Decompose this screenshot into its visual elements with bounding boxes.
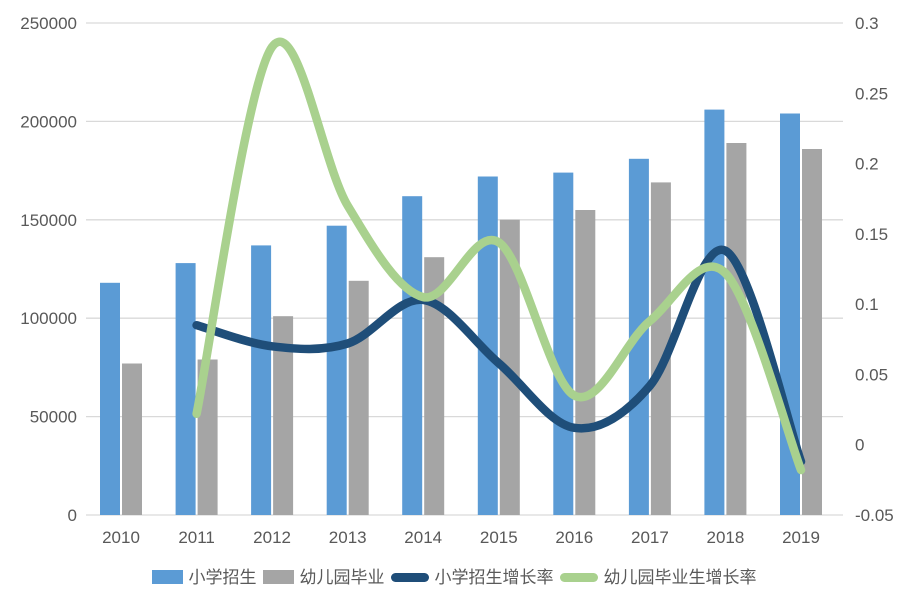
y-axis-right-tick-label: 0.3 <box>855 14 879 33</box>
legend-line-marker-icon <box>559 572 598 582</box>
legend-line-marker-icon <box>390 572 429 582</box>
primary-enrollment-bar-2014 <box>402 196 423 515</box>
primary-enrollment-bar-2015 <box>477 176 498 515</box>
y-axis-right-tick-label: 0.25 <box>855 84 888 103</box>
kindergarten-graduates-bar-2010 <box>122 363 142 515</box>
kindergarten-graduates-bar-2014 <box>424 257 445 515</box>
x-axis-label: 2018 <box>706 528 744 547</box>
legend-label: 幼儿园毕业生增长率 <box>603 567 757 587</box>
primary-enrollment-bar-2016 <box>553 172 574 515</box>
legend-item-kindergarten-graduates-growth-rate: 幼儿园毕业生增长率 <box>559 567 757 587</box>
x-axis-label: 2012 <box>253 528 291 547</box>
x-axis-label: 2019 <box>782 528 820 547</box>
legend-swatch-icon <box>151 570 183 584</box>
x-axis-label: 2017 <box>631 528 669 547</box>
primary-enrollment-bar-2010 <box>100 282 120 515</box>
y-axis-right-tick-label: 0.1 <box>855 295 879 314</box>
kindergarten-graduates-bar-2012 <box>273 316 294 515</box>
x-axis-label: 2016 <box>555 528 593 547</box>
y-axis-left-tick-label: 150000 <box>20 211 77 230</box>
y-axis-left-tick-label: 50000 <box>30 408 77 427</box>
y-axis-left-tick-label: 100000 <box>20 309 77 328</box>
x-axis-label: 2013 <box>329 528 367 547</box>
primary-enrollment-bar-2012 <box>251 245 272 515</box>
chart-legend: 小学招生 幼儿园毕业 小学招生增长率 幼儿园毕业生增长率 <box>0 561 908 593</box>
kindergarten-graduates-bar-2017 <box>650 182 671 515</box>
kindergarten-graduates-bar-2018 <box>726 143 747 515</box>
kindergarten-graduates-bar-2019 <box>802 149 822 515</box>
legend-item-primary-enrollment: 小学招生 <box>151 567 257 587</box>
kindergarten-graduates-bar-2013 <box>348 280 369 515</box>
legend-item-kindergarten-graduates: 幼儿园毕业 <box>262 567 385 587</box>
y-axis-right-tick-label: -0.05 <box>855 506 894 525</box>
y-axis-left-tick-label: 200000 <box>20 112 77 131</box>
y-axis-left-tick-label: 0 <box>68 506 77 525</box>
x-axis-label: 2010 <box>102 528 140 547</box>
legend-item-primary-enrollment-growth-rate: 小学招生增长率 <box>390 567 554 587</box>
primary-enrollment-bar-2011 <box>175 263 196 515</box>
y-axis-right-tick-label: 0.05 <box>855 365 888 384</box>
kindergarten-graduates-bar-2016 <box>575 210 596 515</box>
legend-label: 小学招生 <box>188 567 257 587</box>
legend-label: 小学招生增长率 <box>434 567 554 587</box>
y-axis-left-tick-label: 250000 <box>20 14 77 33</box>
kindergarten-graduates-growth-rate-line <box>192 37 806 475</box>
x-axis-label: 2011 <box>178 528 215 547</box>
y-axis-right-tick-label: 0.15 <box>855 225 888 244</box>
y-axis-right-tick-label: 0.2 <box>855 155 879 174</box>
primary-enrollment-bar-2013 <box>326 225 347 515</box>
primary-enrollment-growth-rate-line <box>192 245 806 466</box>
kindergarten-graduates-bar-2015 <box>499 219 520 516</box>
x-axis-label: 2014 <box>404 528 442 547</box>
legend-label: 幼儿园毕业 <box>299 567 385 587</box>
y-axis-right-tick-label: 0 <box>855 436 864 455</box>
x-axis-label: 2015 <box>480 528 518 547</box>
legend-swatch-icon <box>262 570 294 584</box>
primary-enrollment-bar-2018 <box>704 109 725 515</box>
